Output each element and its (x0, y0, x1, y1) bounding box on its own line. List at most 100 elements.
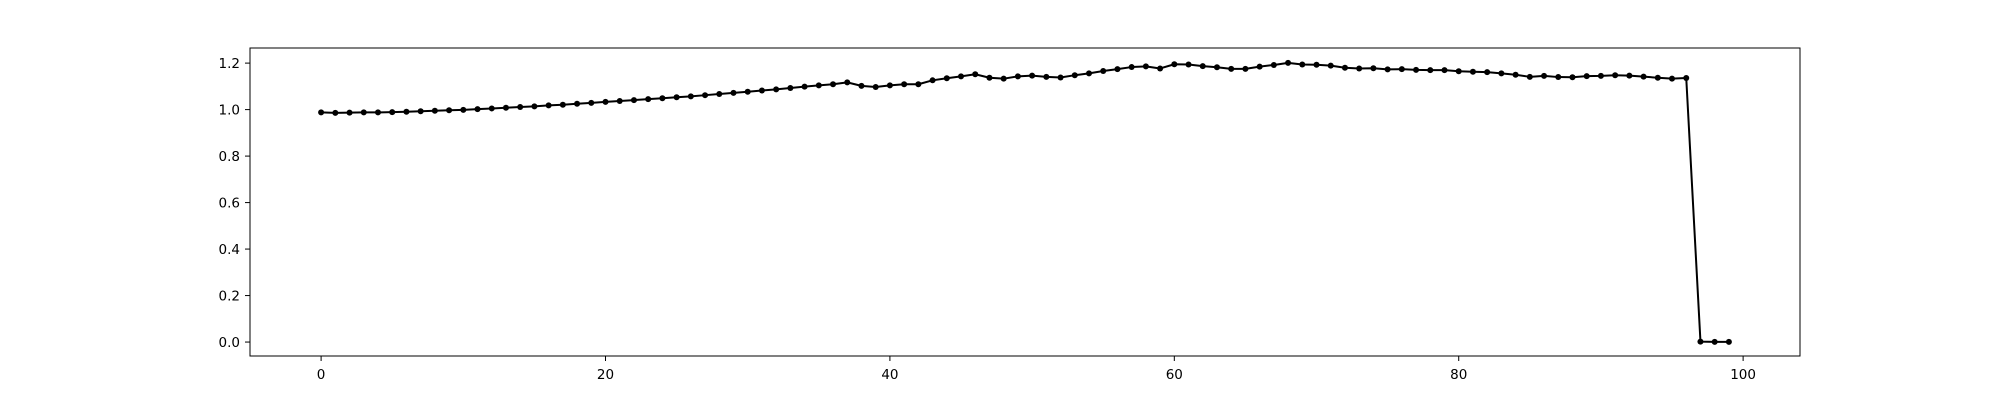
data-point (1654, 74, 1661, 81)
data-point (1185, 61, 1192, 68)
y-tick-label: 1.0 (219, 103, 240, 119)
data-point (1612, 72, 1619, 79)
data-point (1100, 68, 1107, 75)
data-point (1398, 66, 1405, 73)
data-point (886, 82, 893, 89)
data-point (574, 100, 581, 107)
plot-frame (249, 47, 1801, 357)
data-point (1114, 66, 1121, 73)
data-point (972, 71, 979, 78)
data-point (1228, 65, 1235, 72)
data-point (1512, 71, 1519, 78)
data-point (901, 81, 908, 88)
data-point (645, 96, 652, 103)
data-point (559, 101, 566, 108)
data-point (801, 83, 808, 90)
data-point (431, 107, 438, 114)
data-point (830, 81, 837, 88)
data-point (389, 109, 396, 116)
data-point (1555, 74, 1562, 81)
data-point (1157, 65, 1164, 72)
data-point (1171, 61, 1178, 68)
data-point (1285, 59, 1292, 66)
data-point (1313, 61, 1320, 68)
data-point (673, 94, 680, 101)
data-point (460, 106, 467, 113)
data-point (1071, 72, 1078, 79)
data-point (744, 88, 751, 95)
data-point (531, 103, 538, 110)
data-point (716, 91, 723, 98)
x-tick-label: 60 (1166, 367, 1183, 383)
data-point (844, 79, 851, 86)
data-point (488, 105, 495, 112)
data-point (1498, 70, 1505, 77)
data-point (1569, 74, 1576, 81)
data-point (1583, 73, 1590, 80)
data-point (1725, 338, 1732, 345)
data-point (1469, 68, 1476, 75)
data-point (346, 109, 353, 116)
x-tick-label: 20 (597, 367, 614, 383)
data-point (758, 87, 765, 94)
data-point (659, 95, 666, 102)
y-tick-label: 0.2 (219, 289, 240, 305)
data-point (858, 82, 865, 89)
data-point (1626, 72, 1633, 79)
data-point (474, 106, 481, 113)
data-point (773, 86, 780, 93)
data-point (616, 97, 623, 104)
data-point (1597, 72, 1604, 79)
series-line-path (321, 61, 1729, 343)
data-point (1669, 75, 1676, 82)
data-point (1526, 73, 1533, 80)
axes: 0 20 40 60 80 100 0.0 0.2 0.4 0.6 0.8 1.0 1.2 (219, 56, 1756, 383)
data-point (1327, 62, 1334, 69)
data-point (1242, 65, 1249, 72)
y-tick-label: 0.8 (219, 149, 240, 165)
data-point (517, 104, 524, 111)
data-point (1142, 63, 1149, 70)
data-point (1356, 65, 1363, 72)
data-point (1085, 70, 1092, 77)
data-point (1683, 74, 1690, 81)
data-point (446, 107, 453, 114)
x-tick-label: 100 (1730, 367, 1756, 383)
x-tick-label: 40 (881, 367, 898, 383)
data-point (403, 108, 410, 115)
data-point (1370, 65, 1377, 72)
data-point (1057, 74, 1064, 81)
y-tick-label: 0.4 (219, 242, 240, 258)
data-point (630, 97, 637, 104)
data-point (1455, 68, 1462, 75)
data-point (702, 92, 709, 99)
y-tick-label: 0.0 (219, 335, 240, 351)
data-point (1541, 72, 1548, 79)
data-point (929, 77, 936, 84)
data-point (417, 108, 424, 115)
y-tick-label: 0.6 (219, 196, 240, 212)
data-point (986, 74, 993, 81)
y-tick-label: 1.2 (219, 56, 240, 72)
data-point (360, 109, 367, 116)
data-point (588, 99, 595, 106)
data-point (1384, 66, 1391, 73)
data-point (1213, 64, 1220, 71)
data-point (1256, 63, 1263, 70)
data-point (545, 102, 552, 109)
data-point (872, 84, 879, 91)
data-point (730, 89, 737, 96)
data-point (318, 109, 325, 116)
x-tick-label: 0 (317, 367, 326, 383)
data-point (1640, 73, 1647, 80)
data-point (332, 109, 339, 116)
data-point (374, 109, 381, 116)
data-point (1441, 67, 1448, 74)
data-point (1270, 61, 1277, 68)
data-point (958, 73, 965, 80)
data-point (943, 75, 950, 82)
data-point (1697, 338, 1704, 345)
data-point (1299, 61, 1306, 68)
data-point (1413, 66, 1420, 73)
series-line (318, 59, 1732, 345)
